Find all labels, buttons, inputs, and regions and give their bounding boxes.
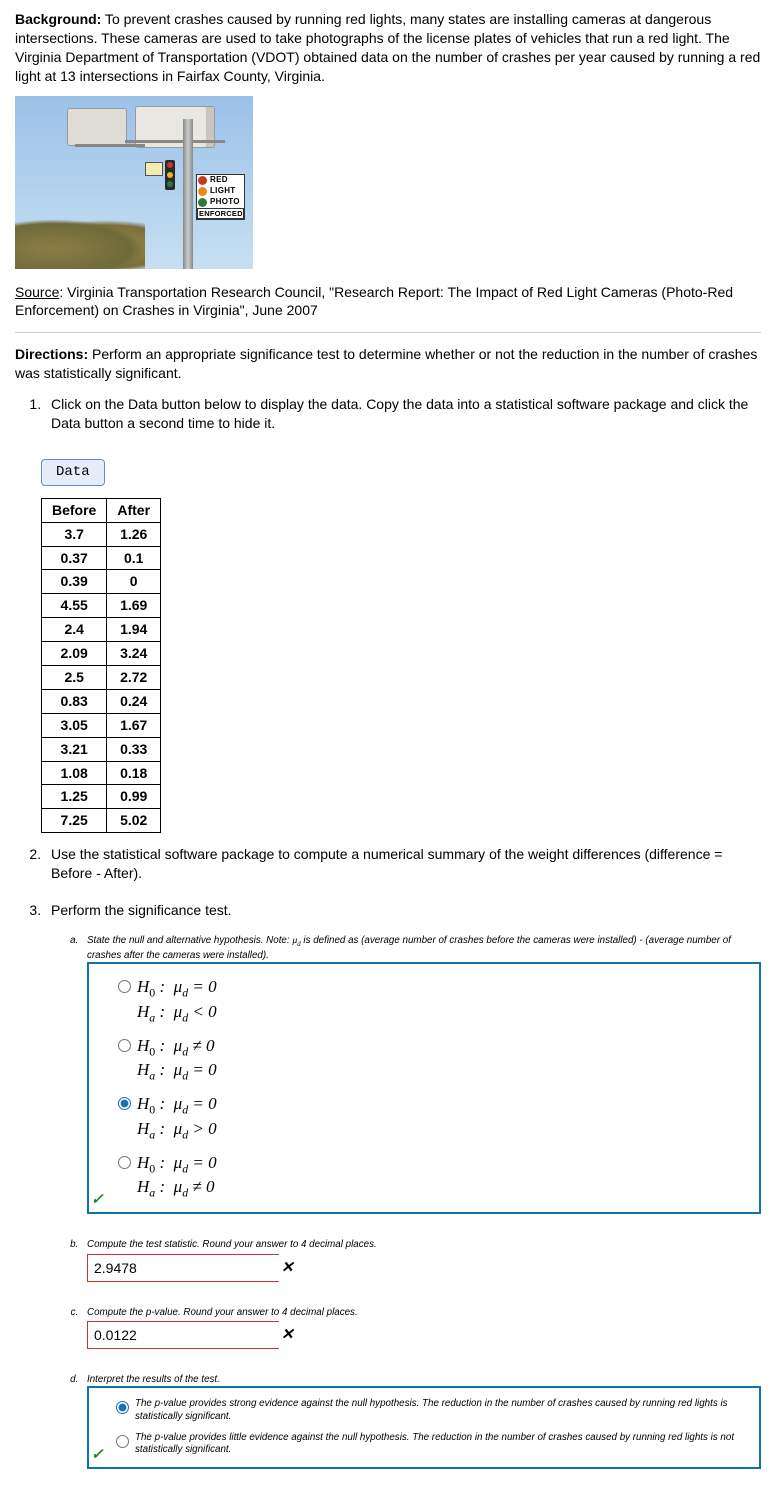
source-label: Source	[15, 284, 59, 300]
table-row: 2.41.94	[42, 618, 161, 642]
table-row: 0.370.1	[42, 546, 161, 570]
table-cell: 3.05	[42, 713, 107, 737]
table-row: 7.255.02	[42, 809, 161, 833]
table-cell: 1.25	[42, 785, 107, 809]
table-cell: 3.7	[42, 522, 107, 546]
table-row: 2.52.72	[42, 666, 161, 690]
step-3c: Compute the p-value. Round your answer t…	[81, 1306, 761, 1349]
interpretation-text: The p-value provides little evidence aga…	[135, 1432, 747, 1457]
x-icon: ✕	[281, 1325, 302, 1345]
hypothesis-radio[interactable]	[118, 980, 131, 993]
source-text: : Virginia Transportation Research Counc…	[15, 284, 733, 319]
step-3b: Compute the test statistic. Round your a…	[81, 1238, 761, 1281]
table-row: 3.71.26	[42, 522, 161, 546]
table-cell: 0.39	[42, 570, 107, 594]
interpretation-text: The p-value provides strong evidence aga…	[135, 1398, 747, 1423]
hypothesis-radio[interactable]	[118, 1097, 131, 1110]
table-row: 3.051.67	[42, 713, 161, 737]
table-cell: 1.08	[42, 761, 107, 785]
table-cell: 2.72	[107, 666, 161, 690]
table-cell: 7.25	[42, 809, 107, 833]
interpretation-option[interactable]: The p-value provides strong evidence aga…	[111, 1398, 747, 1423]
background-label: Background:	[15, 11, 101, 27]
table-cell: 0.37	[42, 546, 107, 570]
check-icon: ✓	[91, 1190, 104, 1210]
table-cell: 3.24	[107, 642, 161, 666]
interpretation-radio[interactable]	[116, 1401, 129, 1414]
step-2: Use the statistical software package to …	[45, 845, 761, 883]
table-cell: 5.02	[107, 809, 161, 833]
hypothesis-option[interactable]: H0 : μd = 0Ha : μd < 0	[113, 976, 753, 1025]
step-1: Click on the Data button below to displa…	[45, 395, 761, 433]
table-row: 4.551.69	[42, 594, 161, 618]
hypothesis-choice-box: H0 : μd = 0Ha : μd < 0 H0 : μd ≠ 0Ha : μd…	[87, 962, 761, 1214]
table-cell: 0.18	[107, 761, 161, 785]
table-header: Before	[42, 498, 107, 522]
table-cell: 0.83	[42, 689, 107, 713]
table-cell: 2.5	[42, 666, 107, 690]
step-3d: Interpret the results of the test. The p…	[81, 1373, 761, 1469]
background-paragraph: Background: To prevent crashes caused by…	[15, 10, 761, 86]
table-cell: 2.09	[42, 642, 107, 666]
table-cell: 2.4	[42, 618, 107, 642]
pvalue-input[interactable]	[88, 1322, 281, 1348]
table-cell: 0.24	[107, 689, 161, 713]
table-cell: 1.67	[107, 713, 161, 737]
table-row: 2.093.24	[42, 642, 161, 666]
hypothesis-option[interactable]: H0 : μd ≠ 0Ha : μd = 0	[113, 1035, 753, 1084]
check-icon: ✓	[91, 1445, 104, 1465]
directions-paragraph: Directions: Perform an appropriate signi…	[15, 345, 761, 383]
hypothesis-option[interactable]: H0 : μd = 0Ha : μd ≠ 0	[113, 1152, 753, 1201]
table-row: 1.080.18	[42, 761, 161, 785]
dot-red-icon	[198, 176, 207, 185]
x-icon: ✕	[281, 1258, 302, 1278]
hypothesis-radio[interactable]	[118, 1156, 131, 1169]
hypothesis-option[interactable]: H0 : μd = 0Ha : μd > 0	[113, 1093, 753, 1142]
redlight-camera-photo: RED LIGHT PHOTO ENFORCED	[15, 96, 253, 269]
table-cell: 0.99	[107, 785, 161, 809]
table-cell: 1.69	[107, 594, 161, 618]
enforcement-sign: RED LIGHT PHOTO ENFORCED	[196, 174, 245, 221]
table-cell: 3.21	[42, 737, 107, 761]
source-paragraph: Source: Virginia Transportation Research…	[15, 283, 761, 321]
dot-orange-icon	[198, 187, 207, 196]
table-cell: 1.94	[107, 618, 161, 642]
interpretation-choice-box: The p-value provides strong evidence aga…	[87, 1386, 761, 1469]
step-3a: State the null and alternative hypothesi…	[81, 934, 761, 1215]
table-cell: 0.1	[107, 546, 161, 570]
data-table: BeforeAfter 3.71.260.370.10.3904.551.692…	[41, 498, 161, 833]
table-cell: 0	[107, 570, 161, 594]
test-statistic-input-wrap: ✕	[87, 1254, 279, 1282]
table-header: After	[107, 498, 161, 522]
directions-label: Directions:	[15, 346, 88, 362]
table-cell: 4.55	[42, 594, 107, 618]
table-row: 0.390	[42, 570, 161, 594]
dot-green-icon	[198, 198, 207, 207]
hypothesis-radio[interactable]	[118, 1039, 131, 1052]
interpretation-option[interactable]: The p-value provides little evidence aga…	[111, 1432, 747, 1457]
interpretation-radio[interactable]	[116, 1435, 129, 1448]
pvalue-input-wrap: ✕	[87, 1321, 279, 1349]
background-text: To prevent crashes caused by running red…	[15, 11, 760, 84]
table-cell: 0.33	[107, 737, 161, 761]
table-row: 1.250.99	[42, 785, 161, 809]
data-button[interactable]: Data	[41, 459, 105, 486]
table-row: 3.210.33	[42, 737, 161, 761]
divider	[15, 332, 761, 333]
table-row: 0.830.24	[42, 689, 161, 713]
step-3: Perform the significance test. State the…	[45, 901, 761, 1469]
directions-text: Perform an appropriate significance test…	[15, 346, 757, 381]
table-cell: 1.26	[107, 522, 161, 546]
test-statistic-input[interactable]	[88, 1255, 281, 1281]
